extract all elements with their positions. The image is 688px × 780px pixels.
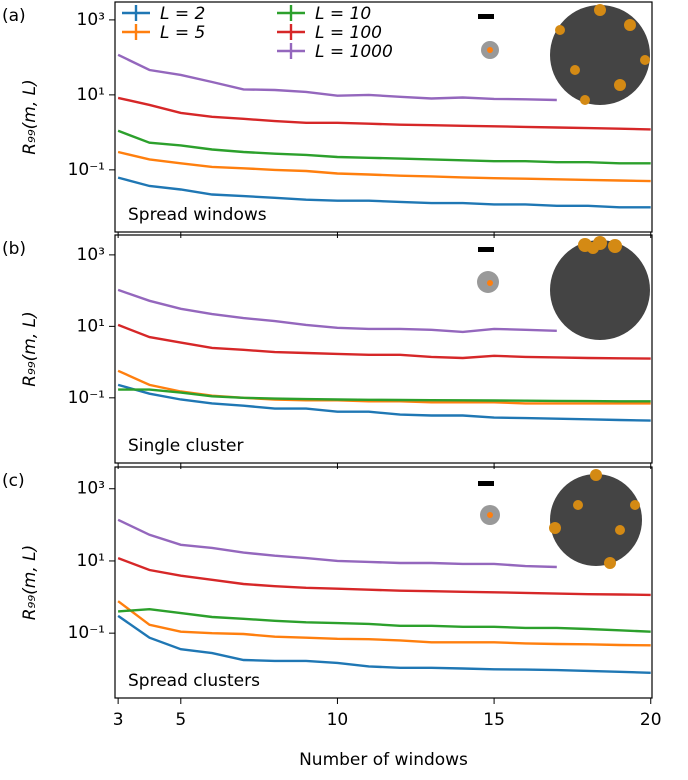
- legend-label: L = 5: [160, 23, 205, 43]
- x-tick-label: 10: [327, 710, 349, 730]
- inset-a: [478, 4, 650, 105]
- series-line: [117, 176, 651, 209]
- y-axis-label: R₉₉(m, L): [20, 79, 40, 155]
- series-line: [117, 614, 651, 674]
- y-axis-label: R₉₉(m, L): [20, 545, 40, 621]
- y-tick-label: 10³: [77, 479, 105, 499]
- panel-label: (a): [2, 6, 26, 26]
- panel-label: (c): [2, 471, 25, 491]
- y-tick-label: 10³: [77, 245, 105, 265]
- series-line: [118, 388, 651, 403]
- y-tick-label: 10¹: [77, 316, 105, 336]
- inset-b: [477, 236, 650, 340]
- y-axis-label: R₉₉(m, L): [20, 311, 40, 387]
- series-line: [117, 150, 651, 183]
- inset-c: [478, 469, 642, 569]
- x-axis-label: Number of windows: [299, 750, 468, 770]
- x-tick-label: 15: [483, 710, 505, 730]
- y-tick-label: 10⁻¹: [68, 623, 105, 643]
- annotation: Single cluster: [128, 436, 243, 456]
- panel-label: (b): [2, 239, 26, 259]
- y-tick-label: 10³: [77, 10, 105, 30]
- series-line: [117, 129, 651, 165]
- series-line: [117, 518, 557, 569]
- y-tick-label: 10⁻¹: [68, 388, 105, 408]
- annotation: Spread windows: [128, 205, 267, 225]
- x-tick-label: 3: [113, 710, 124, 730]
- series-line: [117, 53, 557, 102]
- plot-frame: [114, 466, 653, 699]
- x-tick-label: 20: [640, 710, 662, 730]
- y-tick-label: 10¹: [77, 85, 105, 105]
- y-tick-label: 10¹: [77, 551, 105, 571]
- x-tick-label: 5: [175, 710, 186, 730]
- legend-label: L = 2: [160, 4, 205, 24]
- series-line: [117, 323, 651, 360]
- legend-label: L = 100: [315, 23, 382, 43]
- plot-frame: [114, 1, 653, 233]
- series-line: [117, 600, 651, 647]
- insets: [477, 4, 650, 569]
- plot-frame: [114, 234, 653, 464]
- series-line: [118, 607, 651, 633]
- series-line: [117, 369, 651, 405]
- series-line: [117, 288, 557, 334]
- legend-label: L = 1000: [315, 42, 393, 62]
- series-line: [117, 383, 651, 422]
- y-tick-label: 10⁻¹: [68, 160, 105, 180]
- annotation: Spread clusters: [128, 671, 260, 691]
- legend-label: L = 10: [315, 4, 371, 24]
- series-line: [117, 96, 651, 131]
- series-line: [117, 556, 651, 597]
